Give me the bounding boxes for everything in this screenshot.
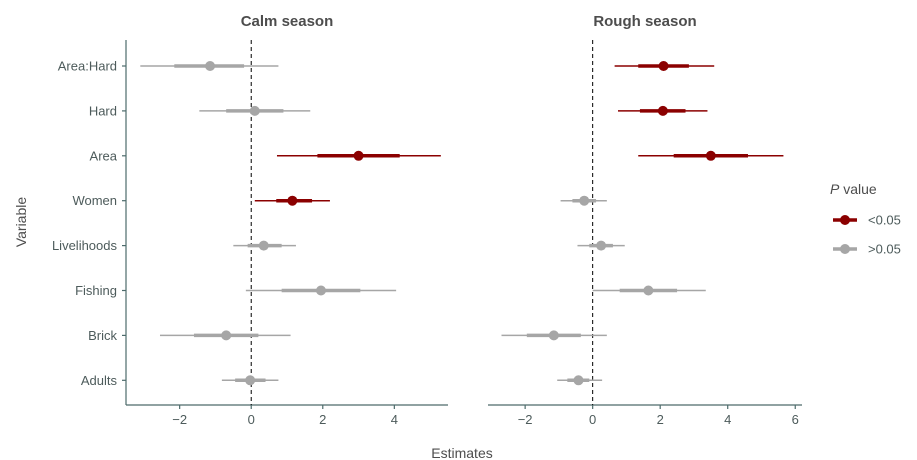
x-tick-label: −2	[518, 412, 533, 427]
point-estimate	[658, 61, 669, 71]
legend-title-rest: value	[839, 181, 877, 197]
estimate-brick	[501, 330, 607, 341]
point-estimate	[643, 285, 654, 296]
legend-key-point	[840, 215, 850, 225]
y-axis-title: Variable	[13, 197, 29, 248]
estimate-area	[638, 150, 784, 161]
panel-title: Calm season	[241, 13, 334, 30]
y-tick-label-livelihoods: Livelihoods	[52, 238, 118, 253]
panel-rough-season: Rough season −2 0 2 4 6	[488, 13, 802, 427]
x-tick-label: 2	[657, 412, 664, 427]
point-estimate	[579, 195, 590, 206]
legend-entry: >0.05	[833, 242, 901, 257]
legend-key-point	[840, 244, 850, 254]
estimate-brick	[159, 330, 291, 341]
x-axis-title: Estimates	[431, 445, 492, 460]
legend: P value <0.05 >0.05	[830, 181, 901, 257]
estimate-area-hard	[140, 61, 279, 71]
x-tick-label: 4	[724, 412, 731, 427]
legend-title: P value	[830, 181, 877, 197]
point-estimate	[657, 105, 668, 116]
x-tick-label: 6	[792, 412, 799, 427]
point-estimate	[205, 61, 216, 71]
estimate-fishing	[592, 285, 706, 296]
y-tick-label-adults: Adults	[81, 373, 118, 388]
y-tick-label-brick: Brick	[88, 328, 117, 343]
point-estimate	[548, 330, 559, 341]
panel-calm-season: Calm season −2 0 2 4	[125, 13, 448, 427]
y-tick-label-hard: Hard	[89, 103, 117, 118]
legend-title-italic: P	[830, 181, 840, 197]
y-axis-tick-labels: Adults Brick Fishing Livelihoods Women Area Ha…	[52, 59, 126, 388]
estimate-adults	[221, 375, 279, 386]
x-tick-label: 0	[589, 412, 596, 427]
x-tick-label: 2	[319, 412, 326, 427]
estimate-women	[254, 195, 330, 206]
estimate-hard	[617, 105, 708, 116]
point-estimate	[221, 330, 232, 341]
estimate-adults	[557, 375, 603, 386]
estimate-livelihoods	[233, 240, 296, 251]
y-tick-label-women: Women	[72, 193, 117, 208]
estimate-fishing	[245, 285, 397, 296]
point-estimate	[249, 105, 260, 116]
estimate-hard	[199, 105, 311, 116]
estimate-livelihoods	[577, 240, 625, 251]
panel-title: Rough season	[593, 13, 696, 30]
point-estimate	[315, 285, 326, 296]
y-tick-label-fishing: Fishing	[75, 283, 117, 298]
point-estimate	[353, 150, 364, 161]
point-estimate	[287, 195, 298, 206]
estimate-area	[276, 150, 441, 161]
point-estimate	[258, 240, 269, 251]
x-tick-label: 0	[248, 412, 255, 427]
estimate-women	[560, 195, 607, 206]
x-tick-label: 4	[391, 412, 398, 427]
estimate-area-hard	[614, 61, 715, 71]
point-estimate	[573, 375, 584, 386]
y-tick-label-area-hard: Area:Hard	[58, 59, 117, 74]
point-estimate	[245, 375, 256, 386]
legend-label: <0.05	[868, 213, 901, 228]
point-estimate	[705, 150, 716, 161]
x-tick-label: −2	[172, 412, 187, 427]
point-estimate	[596, 240, 607, 251]
legend-label: >0.05	[868, 242, 901, 257]
legend-entry: <0.05	[833, 213, 901, 228]
y-tick-label-area: Area	[90, 148, 118, 163]
